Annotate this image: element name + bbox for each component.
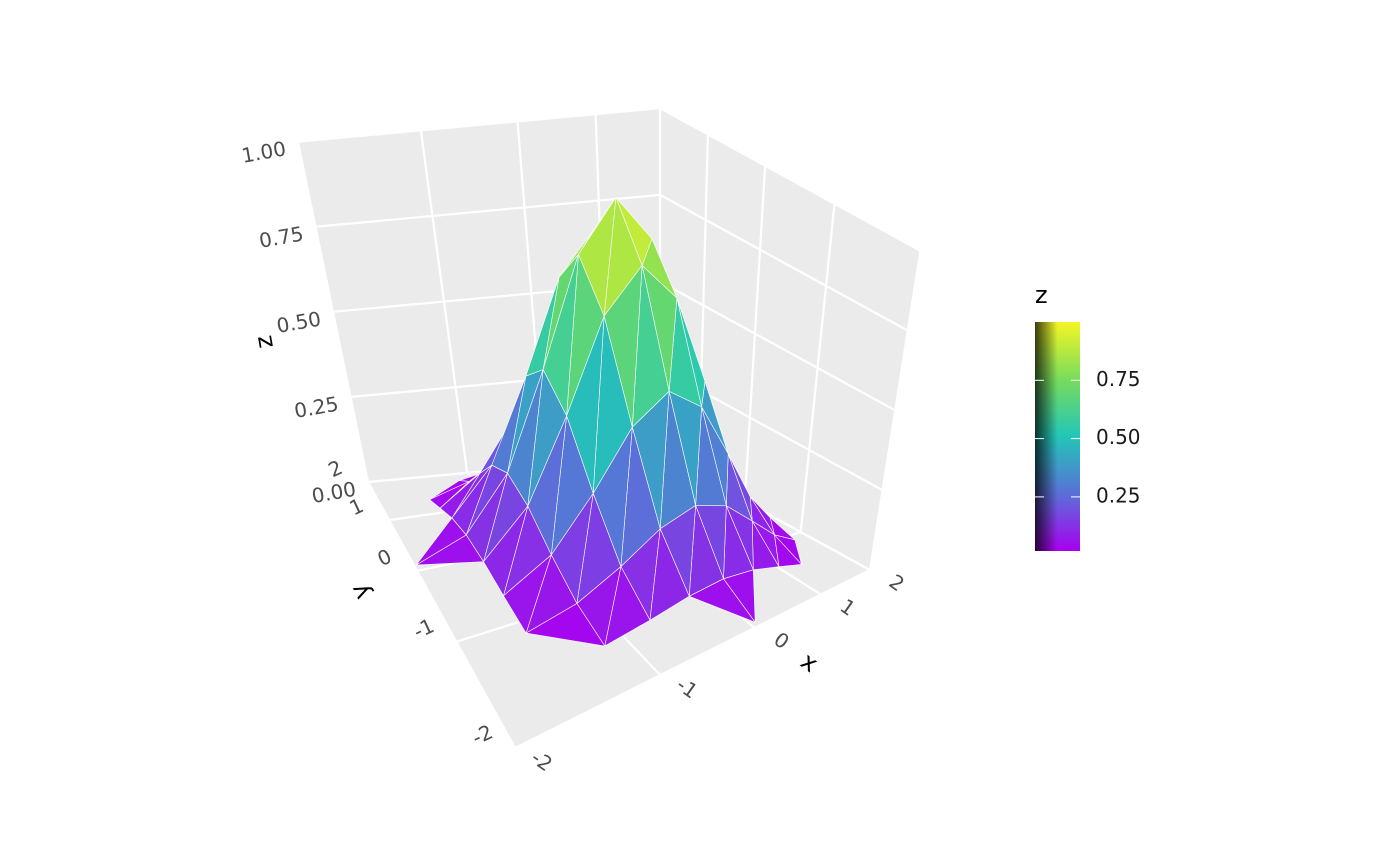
legend-title: z [1035, 281, 1048, 309]
z-tick-label: 0.25 [292, 392, 340, 423]
x-tick-label: 1 [836, 594, 860, 621]
surface-facet [688, 578, 756, 623]
y-tick-label: -1 [410, 613, 438, 643]
grid-line [659, 193, 909, 332]
surface-facet [439, 473, 481, 519]
x-tick-label: 0 [770, 627, 794, 654]
surface-facet [483, 505, 529, 597]
grid-line [297, 107, 661, 143]
x-tick-label: -1 [672, 672, 702, 703]
y-tick-label: 0 [374, 544, 396, 571]
grid-line [514, 569, 871, 749]
legend-tick-label: 0.75 [1096, 367, 1141, 391]
surface-facet [429, 481, 470, 509]
z-tick-label: 1.00 [240, 136, 288, 167]
z-axis-title: z [249, 333, 279, 350]
x-tick-label: -2 [527, 745, 557, 776]
y-axis-title: y [345, 579, 376, 604]
legend-tick-label: 0.25 [1096, 483, 1141, 507]
x-axis-title: x [796, 647, 824, 678]
x-tick-label: 2 [885, 569, 909, 596]
surface-facet [649, 528, 690, 621]
z-tick-label: 0.75 [257, 221, 305, 252]
surface-facet [503, 554, 552, 634]
grid-line [659, 107, 921, 252]
legend-tick-label: 0.50 [1096, 425, 1141, 449]
y-tick-label: -2 [468, 720, 496, 750]
surface-facet [774, 534, 802, 568]
surface-facet [525, 603, 606, 647]
surface-facet [415, 534, 484, 566]
z-tick-label: 0.50 [275, 307, 323, 338]
grid-line [315, 193, 661, 228]
surface [415, 197, 802, 647]
grid-line [659, 280, 896, 412]
grid-line [367, 481, 516, 749]
colorbar-shade [1035, 322, 1080, 551]
